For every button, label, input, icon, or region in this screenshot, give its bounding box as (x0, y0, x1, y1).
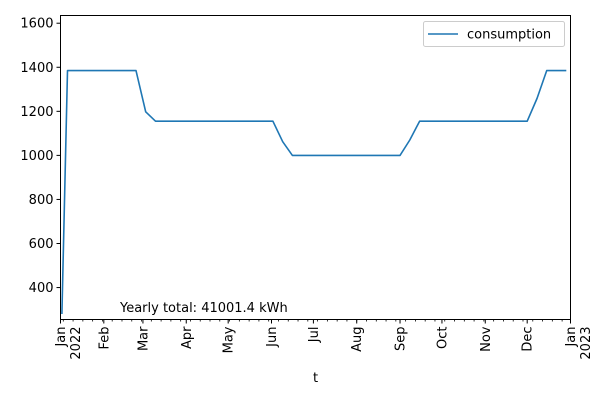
x-tick-label: Aug (350, 327, 365, 352)
x-tick-label: Apr (180, 326, 195, 349)
y-tick-label: 400 (29, 281, 54, 296)
y-tick-label: 1200 (20, 105, 53, 120)
x-tick-label: Oct (435, 327, 450, 349)
x-tick-year-label: 2023 (579, 327, 594, 360)
x-tick-label: Nov (479, 326, 494, 352)
y-tick-label: 800 (29, 193, 54, 208)
series-line-0 (61, 69, 567, 315)
x-tick-label: Dec (521, 327, 536, 352)
x-tick-label: Jan (564, 327, 579, 348)
series-layer (61, 69, 567, 315)
x-tick-label: Feb (97, 327, 112, 350)
annotation-yearly-total: Yearly total: 41001.4 kWh (119, 301, 288, 316)
x-axis-label: t (313, 371, 318, 386)
gridless-plot-area (60, 15, 571, 320)
x-tick-label: Jul (307, 327, 322, 344)
legend-label: consumption (467, 28, 551, 43)
legend: consumption (423, 21, 565, 47)
y-tick-label: 600 (29, 237, 54, 252)
y-tick-label: 1400 (20, 61, 53, 76)
y-tick-label: 1600 (20, 17, 53, 32)
y-tick-label: 1000 (20, 149, 53, 164)
x-tick-label: Mar (136, 326, 151, 351)
x-tick-label: Sep (394, 327, 409, 352)
legend-box (423, 21, 565, 47)
x-tick-label: Jun (265, 327, 280, 348)
x-axis: Jan 2022 Feb Mar Apr May Jun Jul Aug Sep Oct Nov Dec… (54, 319, 594, 360)
axes-frame (60, 15, 571, 320)
y-axis: 400 600 800 1000 1200 1400 1600 (20, 17, 61, 296)
x-tick-label: May (222, 326, 237, 353)
x-tick-label: Jan (54, 327, 69, 348)
x-tick-year-label: 2022 (69, 327, 84, 360)
